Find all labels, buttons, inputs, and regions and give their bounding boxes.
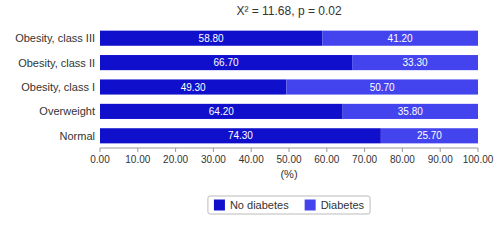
x-tick	[326, 148, 327, 152]
x-tick	[478, 148, 479, 152]
legend-frame	[208, 196, 370, 214]
legend-label: Diabetes	[321, 199, 365, 211]
legend: No diabetes Diabetes	[208, 196, 370, 214]
bar	[381, 128, 478, 143]
legend-item: Diabetes	[305, 199, 365, 211]
x-tick	[440, 148, 441, 152]
title: X² = 11.68, p = 0.02	[236, 4, 342, 18]
data-label: 25.70	[417, 130, 442, 141]
x-tick-label: 50.00	[276, 154, 301, 165]
bar	[286, 79, 478, 94]
x-tick-label: 20.00	[163, 154, 188, 165]
x-tick-label: 30.00	[201, 154, 226, 165]
x-axis: 0.00 10.00 20.00 30.00 40.00 50.00 60.00 70.00 8…	[90, 148, 493, 165]
data-label: 35.80	[398, 106, 423, 117]
x-tick-label: 10.00	[125, 154, 150, 165]
legend-swatch	[214, 200, 225, 211]
x-axis-label: (%)	[280, 168, 297, 180]
bar	[352, 55, 478, 70]
data-label: 41.20	[388, 33, 413, 44]
x-tick	[251, 148, 252, 152]
x-tick	[364, 148, 365, 152]
legend-label: No diabetes	[230, 199, 289, 211]
data-labels: 74.30 64.20 49.30 66.70 58.80 25.70 35.80 50.70…	[181, 33, 443, 142]
data-label: 50.70	[370, 82, 395, 93]
y-tick-label: Obesity, class III	[15, 32, 95, 44]
bar	[100, 31, 322, 46]
data-label: 66.70	[214, 57, 239, 68]
y-axis: Normal Overweight Obesity, class I Obesity,…	[15, 32, 95, 142]
y-tick-label: Obesity, class I	[21, 81, 95, 93]
x-tick-label: 0.00	[90, 154, 110, 165]
data-label: 74.30	[228, 130, 253, 141]
y-tick-label: Normal	[60, 130, 95, 142]
bars	[100, 31, 478, 144]
x-tick-label: 60.00	[314, 154, 339, 165]
y-tick-label: Overweight	[39, 105, 95, 117]
x-tick	[175, 148, 176, 152]
data-label: 58.80	[199, 33, 224, 44]
legend-swatch	[305, 200, 316, 211]
x-tick-label: 80.00	[390, 154, 415, 165]
data-label: 49.30	[181, 82, 206, 93]
x-tick	[137, 148, 138, 152]
x-tick-label: 40.00	[239, 154, 264, 165]
chart: X² = 11.68, p = 0.02 0.00 10.00 20.00 30.00 4…	[0, 0, 500, 229]
bar	[100, 104, 343, 119]
data-label: 33.30	[403, 57, 428, 68]
x-tick	[213, 148, 214, 152]
y-tick-label: Obesity, class II	[18, 57, 95, 69]
legend-item: No diabetes	[214, 199, 289, 211]
data-label: 64.20	[209, 106, 234, 117]
bar	[100, 79, 286, 94]
x-tick	[402, 148, 403, 152]
bar	[343, 104, 478, 119]
bar	[322, 31, 478, 46]
x-tick-label: 100.00	[463, 154, 494, 165]
bar	[100, 128, 381, 143]
bar	[100, 55, 352, 70]
x-tick-label: 70.00	[352, 154, 377, 165]
x-tick	[100, 148, 101, 152]
x-tick-label: 90.00	[428, 154, 453, 165]
x-tick	[289, 148, 290, 152]
